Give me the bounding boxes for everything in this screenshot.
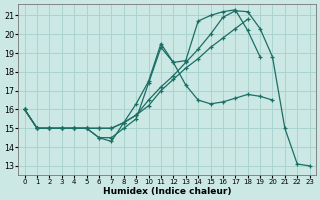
X-axis label: Humidex (Indice chaleur): Humidex (Indice chaleur): [103, 187, 231, 196]
